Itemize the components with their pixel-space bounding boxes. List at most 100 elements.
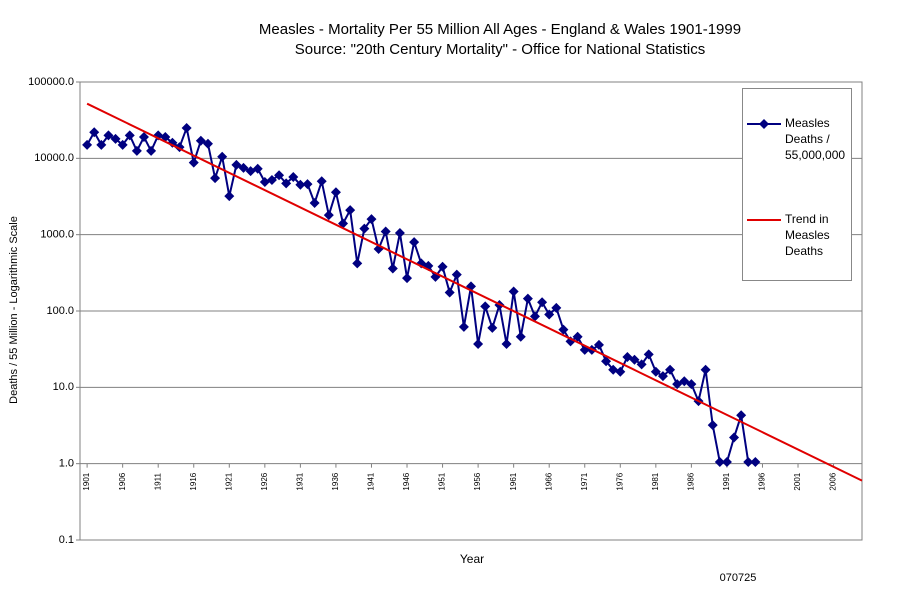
- data-point: [444, 287, 455, 298]
- data-point: [387, 263, 398, 274]
- legend-swatch: [747, 119, 781, 129]
- data-point: [487, 322, 498, 333]
- x-tick-label: 1961: [509, 472, 518, 490]
- data-point: [473, 338, 484, 349]
- x-tick-label: 1956: [473, 472, 482, 490]
- data-point: [366, 214, 377, 225]
- data-point: [210, 173, 221, 184]
- data-point: [202, 138, 213, 149]
- data-point: [96, 139, 107, 150]
- data-point: [686, 379, 697, 390]
- x-tick-label: 2006: [829, 472, 838, 490]
- data-point: [750, 457, 761, 468]
- legend-label: Trend in Measles Deaths: [785, 212, 830, 258]
- x-tick-label: 1946: [402, 472, 411, 490]
- data-point: [736, 410, 747, 421]
- x-tick-label: 1926: [260, 472, 269, 490]
- y-axis-label: Deaths / 55 Million - Logarithmic Scale: [8, 216, 20, 404]
- data-point: [743, 457, 754, 468]
- chart-title: Measles - Mortality Per 55 Million All A…: [259, 21, 741, 38]
- x-tick-label: 1941: [367, 472, 376, 490]
- data-point: [529, 311, 540, 322]
- data-point: [714, 457, 725, 468]
- data-point: [309, 197, 320, 208]
- data-point: [615, 366, 626, 377]
- data-point: [295, 179, 306, 190]
- x-tick-label: 1901: [82, 472, 91, 490]
- data-point: [266, 175, 277, 186]
- data-point: [593, 339, 604, 350]
- data-point: [138, 132, 149, 143]
- data-point: [501, 338, 512, 349]
- data-point: [601, 356, 612, 367]
- data-point: [131, 145, 142, 156]
- x-tick-label: 1996: [758, 472, 767, 490]
- data-point: [394, 228, 405, 239]
- data-point: [274, 170, 285, 181]
- data-point: [117, 139, 128, 150]
- data-point: [729, 432, 740, 443]
- x-tick-label: 1986: [686, 472, 695, 490]
- data-point: [608, 364, 619, 375]
- data-point: [402, 273, 413, 284]
- data-point: [302, 179, 313, 190]
- data-point: [572, 331, 583, 342]
- data-point: [238, 162, 249, 173]
- data-point: [359, 223, 370, 234]
- x-tick-label: 1936: [331, 472, 340, 490]
- data-point: [352, 258, 363, 269]
- data-point: [522, 293, 533, 304]
- data-point: [217, 151, 228, 162]
- data-point: [480, 301, 491, 312]
- legend-label: Measles Deaths / 55,000,000: [785, 116, 846, 162]
- x-tick-label: 1976: [615, 472, 624, 490]
- y-tick-label: 100.0: [46, 305, 74, 317]
- data-point: [323, 210, 334, 221]
- x-axis-label: Year: [460, 552, 484, 566]
- y-tick-label: 1.0: [59, 458, 74, 470]
- data-point: [515, 331, 526, 342]
- x-tick-label: 1916: [189, 472, 198, 490]
- data-point: [537, 297, 548, 308]
- data-point: [629, 354, 640, 365]
- y-tick-label: 0.1: [59, 534, 74, 546]
- data-point: [657, 371, 668, 382]
- y-tick-label: 1000.0: [40, 229, 74, 241]
- data-point: [110, 133, 121, 144]
- data-point: [146, 145, 157, 156]
- x-tick-label: 1911: [153, 473, 162, 491]
- data-point: [551, 302, 562, 313]
- data-point: [345, 205, 356, 216]
- data-point: [650, 366, 661, 377]
- annotation: 070725: [720, 572, 757, 584]
- data-point: [565, 336, 576, 347]
- y-tick-label: 100000.0: [28, 76, 74, 88]
- chart-subtitle: Source: "20th Century Mortality" - Offic…: [295, 41, 706, 58]
- data-point: [259, 176, 270, 187]
- legend: Measles Deaths / 55,000,000 Trend in Meas…: [742, 88, 852, 281]
- data-point: [181, 122, 192, 133]
- data-point: [330, 187, 341, 198]
- data-point: [665, 364, 676, 375]
- y-tick-label: 10000.0: [34, 152, 74, 164]
- x-tick-label: 1971: [580, 472, 589, 490]
- x-tick-label: 1906: [118, 472, 127, 490]
- data-point: [458, 321, 469, 332]
- data-point: [124, 130, 135, 141]
- data-point: [82, 139, 93, 150]
- data-point: [231, 159, 242, 170]
- data-point: [544, 309, 555, 320]
- data-point: [437, 261, 448, 272]
- data-point: [700, 364, 711, 375]
- data-point: [224, 191, 235, 202]
- data-point: [103, 130, 114, 141]
- data-point: [195, 135, 206, 146]
- data-point: [508, 286, 519, 297]
- data-point: [636, 359, 647, 370]
- series-line: [86, 102, 863, 482]
- data-point: [643, 349, 654, 360]
- legend-swatch: [747, 219, 781, 221]
- x-tick-label: 1931: [295, 472, 304, 490]
